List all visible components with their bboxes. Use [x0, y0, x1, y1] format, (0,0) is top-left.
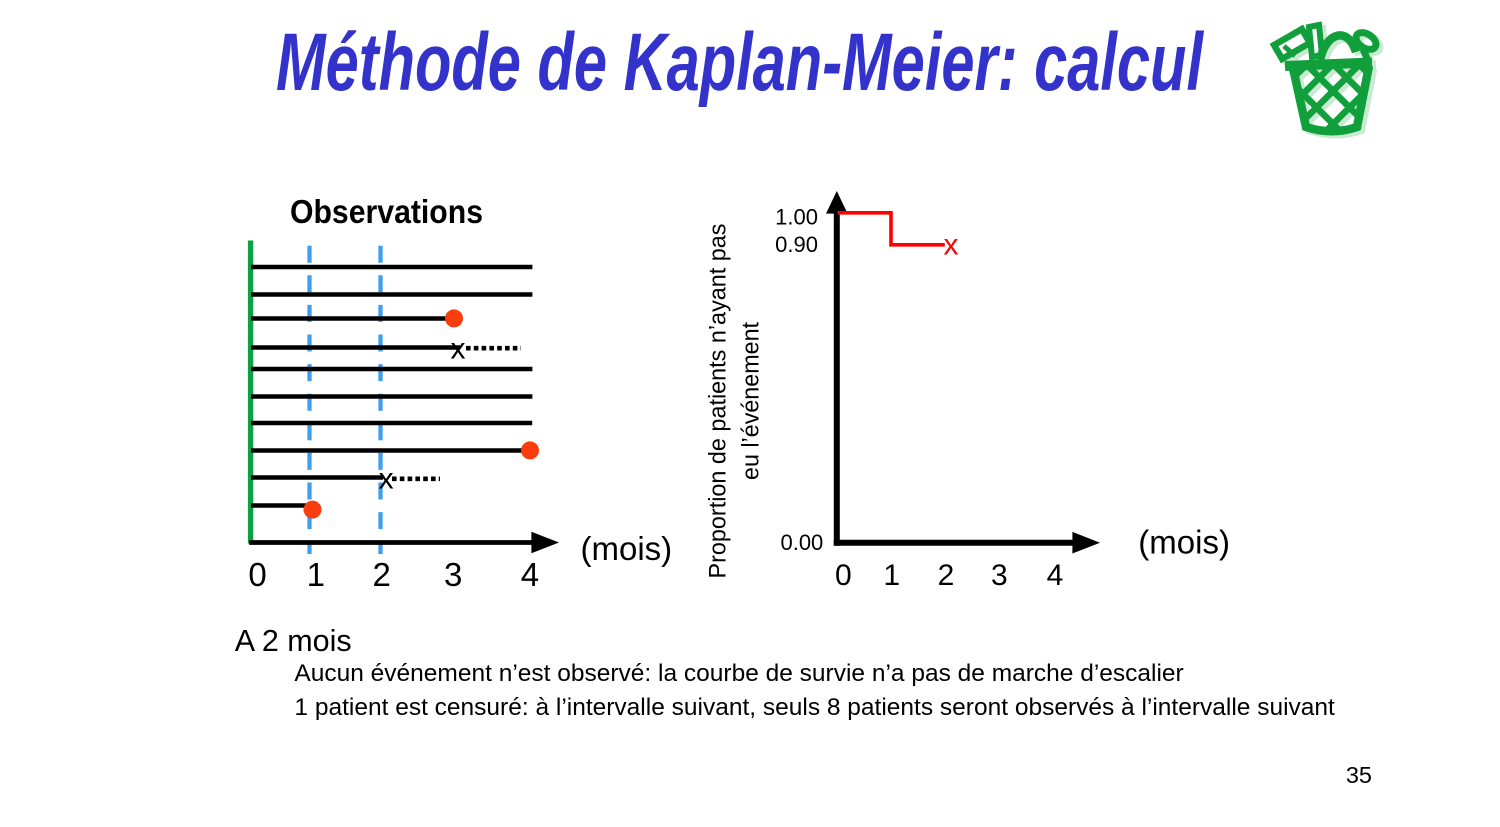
svg-text:1: 1	[883, 559, 900, 592]
svg-text:(mois): (mois)	[581, 530, 673, 567]
svg-text:4: 4	[521, 556, 539, 593]
svg-text:0.90: 0.90	[775, 232, 818, 257]
svg-text:x: x	[944, 228, 959, 261]
svg-text:Aucun événement n’est observé:: Aucun événement n’est observé: la courbe…	[294, 660, 1183, 687]
svg-text:2: 2	[373, 556, 391, 593]
svg-text:A 2 mois: A 2 mois	[235, 624, 352, 658]
svg-text:Proportion de patients n’ayant: Proportion de patients n’ayant pas	[705, 224, 732, 579]
svg-text:3: 3	[444, 556, 462, 593]
svg-text:x: x	[451, 333, 466, 366]
svg-text:2: 2	[938, 559, 955, 592]
svg-text:3: 3	[991, 559, 1008, 592]
svg-text:1: 1	[307, 556, 325, 593]
svg-text:4: 4	[1047, 559, 1064, 592]
svg-text:0.00: 0.00	[780, 530, 823, 555]
svg-text:1.00: 1.00	[775, 205, 818, 230]
svg-text:1 patient est censuré: à l’int: 1 patient est censuré: à l’intervalle su…	[294, 694, 1335, 721]
svg-text:35: 35	[1346, 762, 1372, 788]
svg-text:(mois): (mois)	[1138, 524, 1230, 561]
svg-text:x: x	[379, 463, 394, 496]
svg-text:0: 0	[248, 556, 266, 593]
svg-text:Méthode de Kaplan-Meier: calcu: Méthode de Kaplan-Meier: calcul	[276, 17, 1205, 108]
svg-text:eu l’événement: eu l’événement	[738, 322, 765, 480]
svg-text:0: 0	[835, 559, 852, 592]
svg-text:Observations: Observations	[290, 194, 483, 231]
